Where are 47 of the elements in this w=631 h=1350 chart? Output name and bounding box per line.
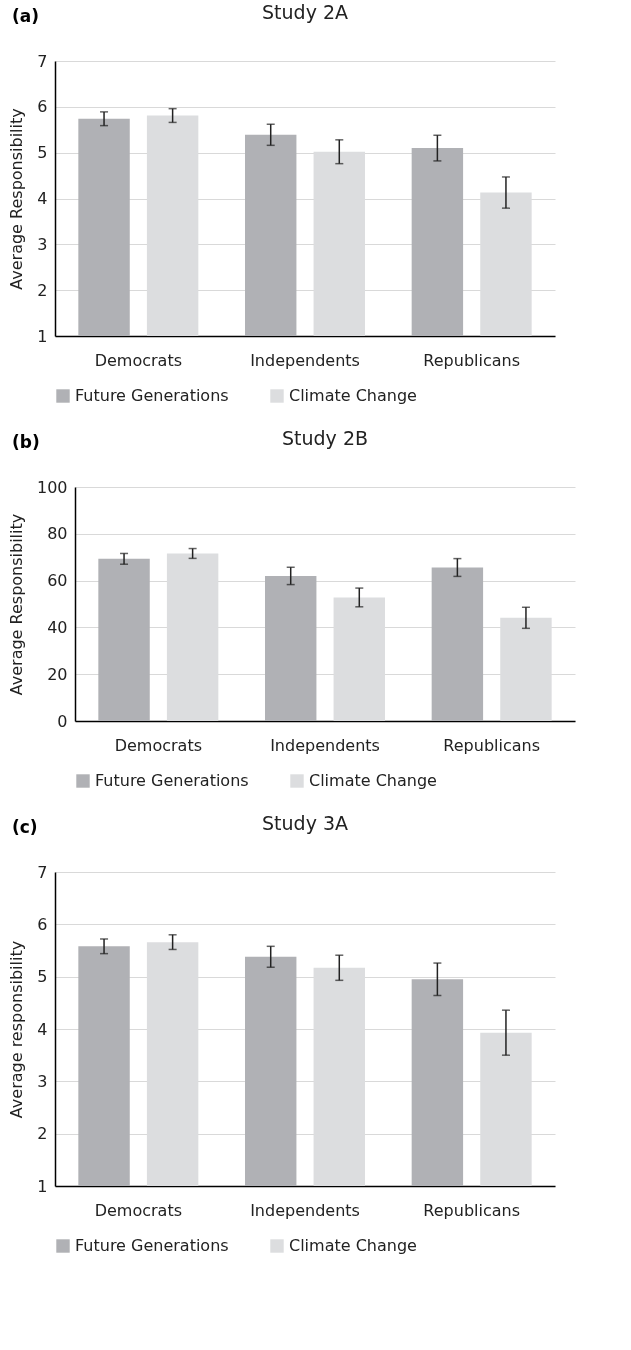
bar [265, 575, 317, 721]
y-tick-label: 4 [37, 1019, 48, 1039]
legend-label: Future Generations [75, 1236, 229, 1255]
legend-label: Future Generations [95, 771, 249, 790]
y-axis-title: Average Responsibility [6, 513, 26, 696]
y-tick-label: 60 [47, 571, 68, 591]
x-tick-label: Republicans [443, 735, 540, 755]
x-tick-label: Democrats [94, 350, 182, 370]
legend-label: Climate Change [289, 1236, 417, 1255]
y-tick-label: 6 [37, 914, 48, 934]
y-tick-label: 5 [37, 967, 48, 987]
chart-title: Study 2A [262, 1, 348, 23]
y-tick-label: 0 [57, 711, 68, 731]
bar [431, 567, 484, 721]
x-tick-label: Democrats [114, 735, 202, 755]
y-tick-label: 7 [37, 862, 48, 882]
x-tick-label: Independents [250, 350, 360, 370]
x-tick-label: Independents [250, 1200, 360, 1220]
text: (c) [12, 817, 38, 837]
y-tick-label: 1 [37, 1176, 48, 1196]
legend-label: Future Generations [75, 386, 229, 405]
text: (a) [12, 6, 40, 26]
y-tick-label: 2 [37, 1124, 48, 1144]
y-tick-label: 80 [47, 524, 68, 544]
x-tick-label: Republicans [423, 1200, 520, 1220]
y-tick-label: 5 [37, 143, 48, 163]
y-tick-label: 4 [37, 189, 48, 208]
legend-label: Climate Change [309, 771, 437, 790]
y-tick-label: 40 [47, 617, 68, 637]
y-tick-label: 20 [47, 664, 68, 684]
y-tick-label: 3 [37, 234, 48, 254]
text: (b) [12, 432, 40, 452]
chart-title: Study 3A [262, 812, 348, 834]
y-tick-label: 2 [37, 280, 48, 300]
y-tick-label: 6 [37, 97, 48, 117]
legend-label: Climate Change [289, 386, 417, 405]
y-tick-label: 1 [37, 326, 48, 346]
y-tick-label: 7 [37, 51, 48, 71]
x-tick-label: Democrats [94, 1200, 182, 1220]
bar [98, 558, 150, 721]
x-tick-label: Independents [270, 735, 380, 755]
chart-title: Study 2B [281, 427, 369, 449]
y-tick-label: 3 [37, 1071, 48, 1091]
y-axis-title: Average Responsibility [7, 108, 27, 290]
x-tick-label: Republicans [423, 350, 520, 370]
y-axis-title: Average responsibility [7, 940, 27, 1119]
y-tick-label: 100 [36, 477, 68, 497]
